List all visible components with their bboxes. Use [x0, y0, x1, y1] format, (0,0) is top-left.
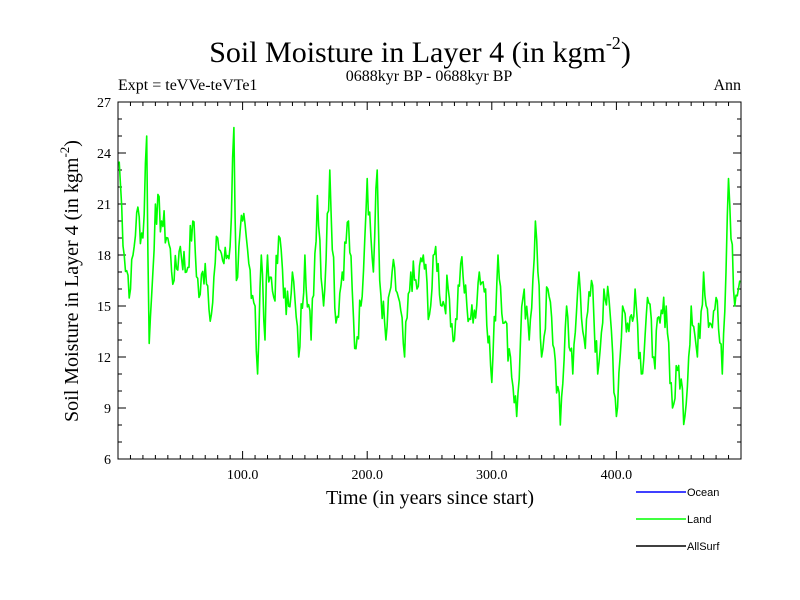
x-tick-label: 300.0: [476, 468, 508, 483]
subtitle-right: Ann: [713, 77, 741, 94]
y-tick-label: 6: [104, 453, 111, 468]
x-tick-label: 200.0: [351, 468, 383, 483]
subtitle-left: Expt = teVVe-teVTe1: [118, 77, 257, 94]
legend-label-ocean: Ocean: [687, 487, 719, 499]
y-axis: 6 9 12 15 18 21 24 27: [97, 96, 741, 468]
x-tick-label: 100.0: [227, 468, 259, 483]
x-tick-label: 400.0: [601, 468, 633, 483]
legend: Ocean Land AllSurf: [636, 487, 720, 553]
y-tick-label: 27: [97, 96, 111, 111]
series-layer: [118, 126, 741, 426]
x-axis: 100.0 200.0 300.0 400.0: [129, 102, 730, 483]
plot-frame: [117, 101, 742, 460]
y-axis-label: Soil Moisture in Layer 4 (in kgm-2): [57, 140, 83, 422]
y-tick-label: 9: [104, 402, 111, 417]
y-tick-label: 24: [97, 147, 111, 162]
legend-label-allsurf: AllSurf: [687, 541, 720, 553]
y-tick-label: 12: [97, 351, 111, 366]
y-tick-label: 15: [97, 300, 111, 315]
series-line-land: [118, 126, 741, 426]
subtitle-center: 0688kyr BP - 0688kyr BP: [346, 68, 513, 85]
y-tick-label: 18: [97, 249, 111, 264]
x-axis-label: Time (in years since start): [326, 487, 534, 509]
y-tick-label: 21: [97, 198, 111, 213]
chart-title: Soil Moisture in Layer 4 (in kgm-2): [209, 33, 631, 69]
legend-label-land: Land: [687, 514, 711, 526]
